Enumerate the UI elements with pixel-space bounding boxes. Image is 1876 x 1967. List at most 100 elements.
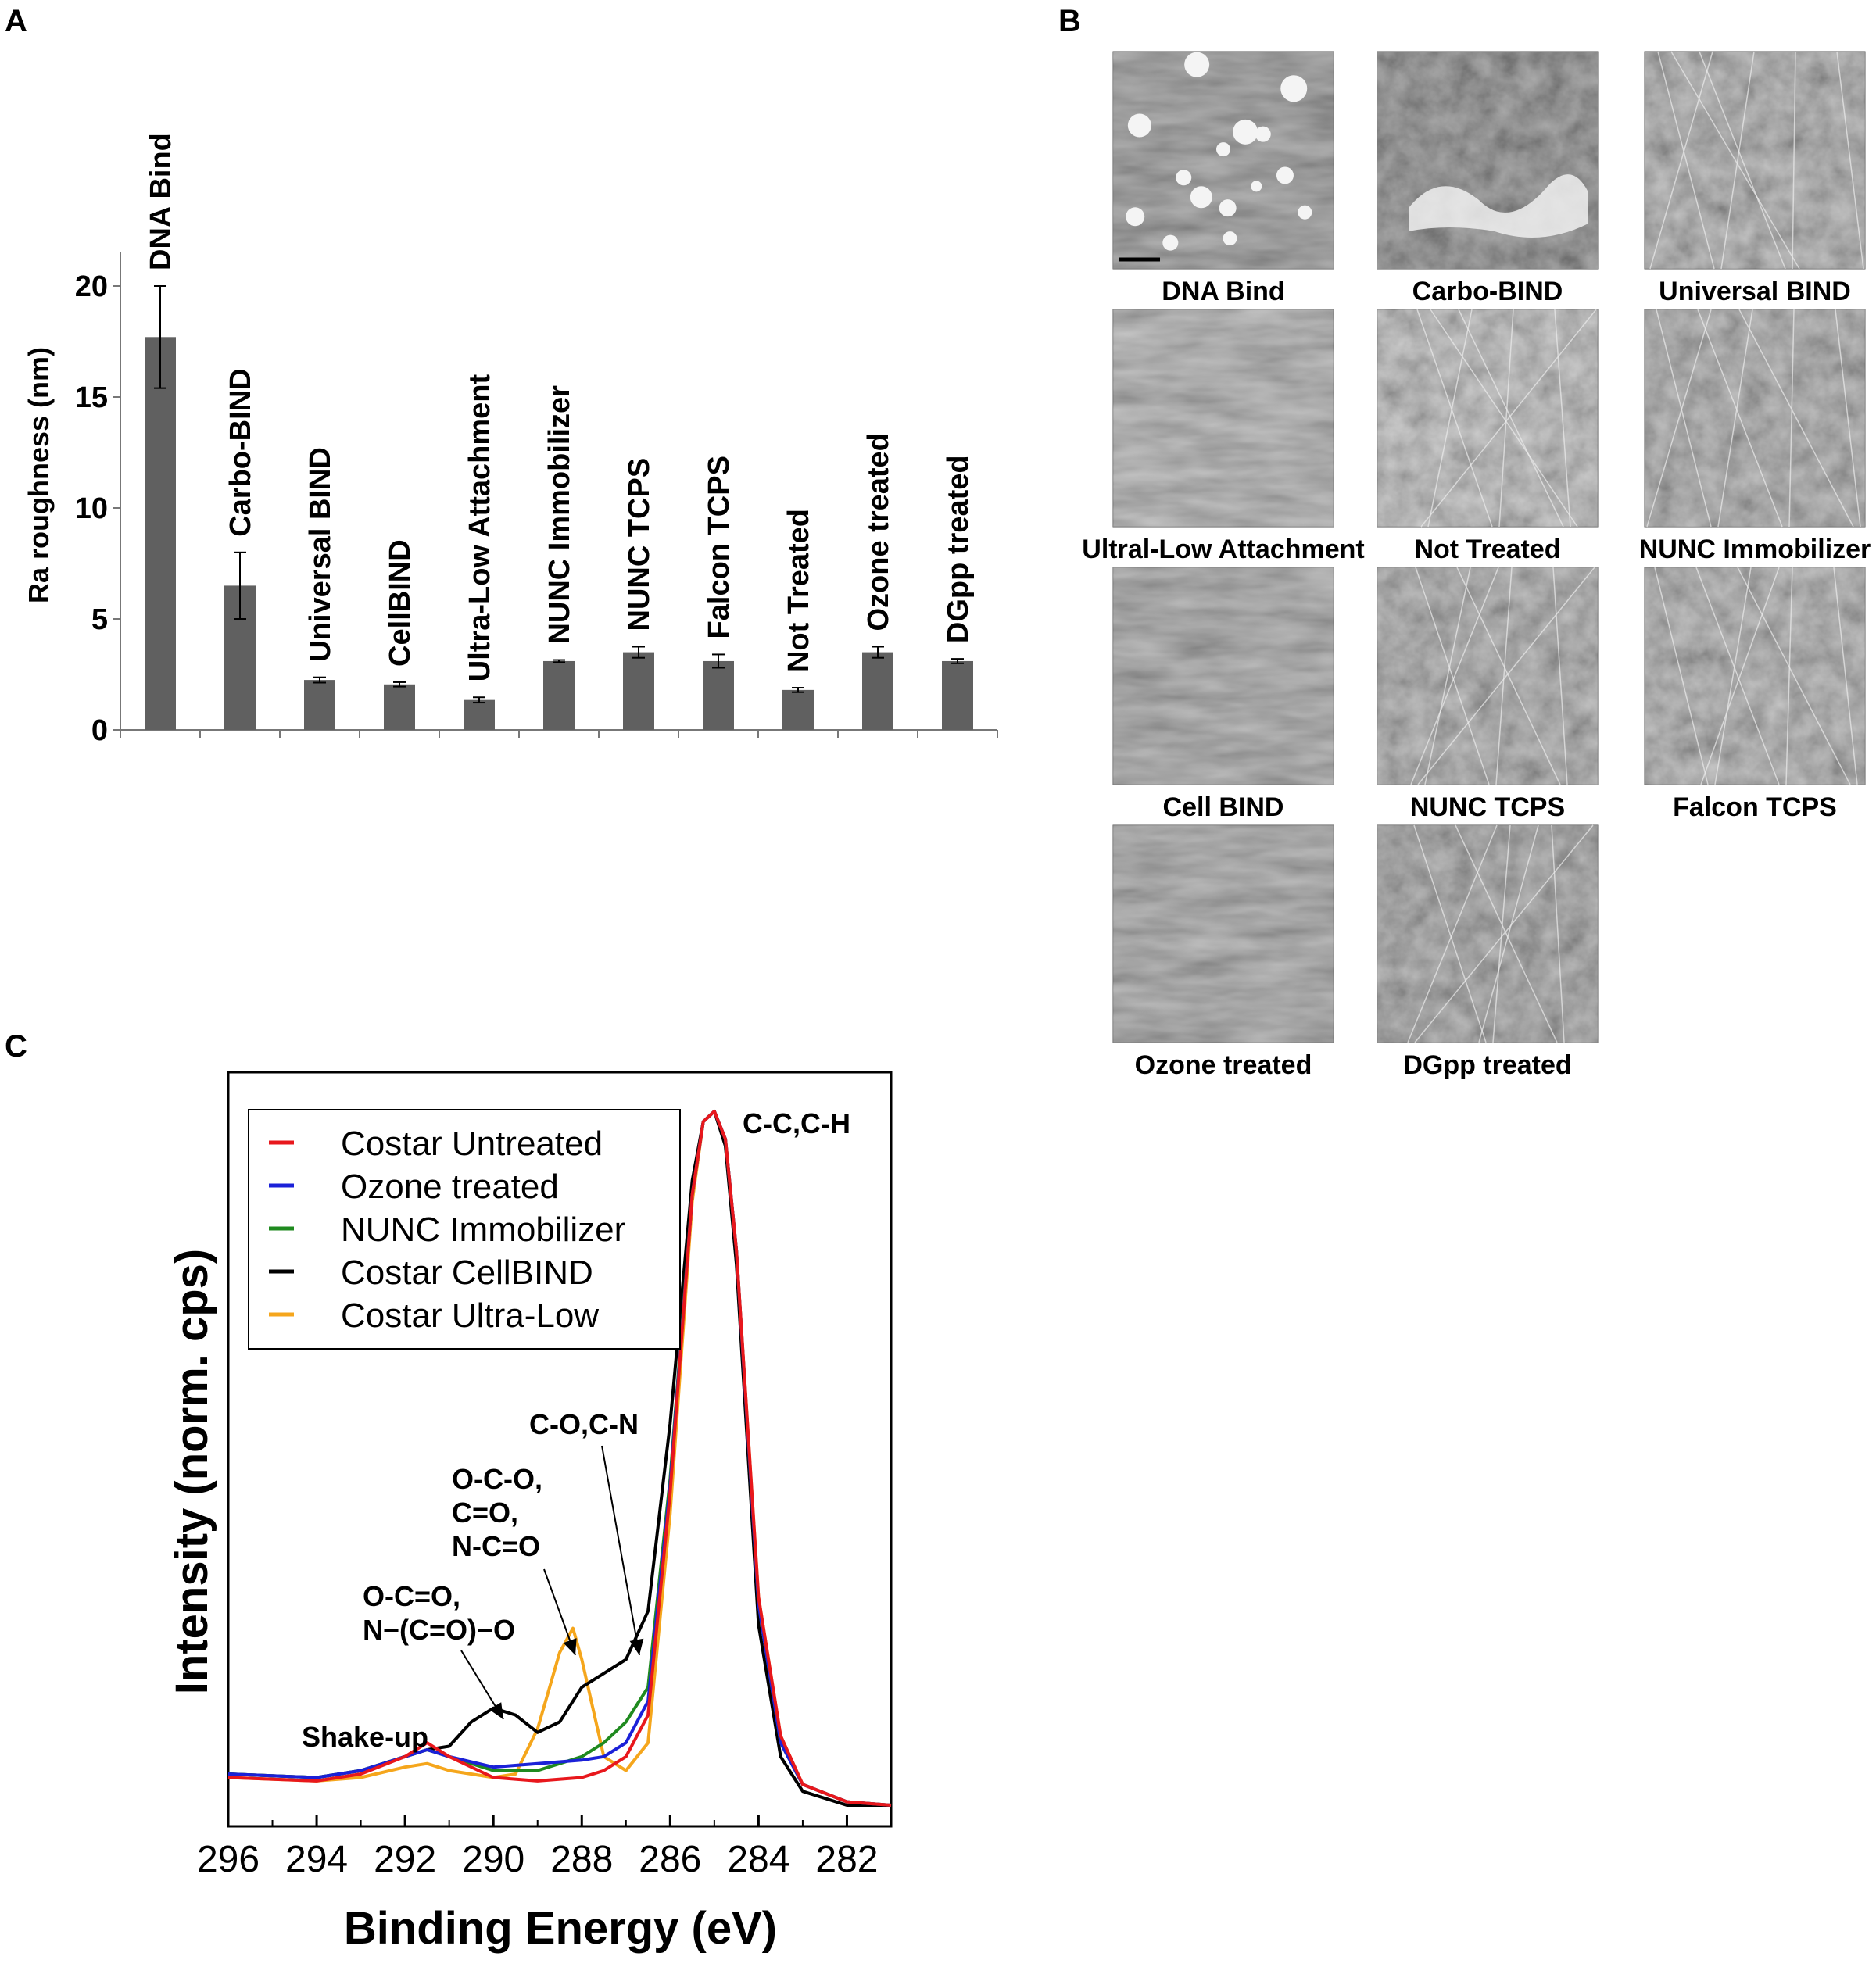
peak-annotation: C=O, [452, 1497, 518, 1529]
panel-label-a: A [5, 4, 27, 38]
micrograph-particle [1276, 166, 1294, 184]
plot-frame [227, 1071, 893, 1828]
micrograph-particle [1255, 126, 1271, 142]
bar-y-tick-label: 20 [75, 270, 108, 303]
micrograph-label: Ozone treated [1135, 1050, 1312, 1080]
micrograph-tile: Universal BIND [1644, 51, 1866, 306]
micrograph-particle [1126, 207, 1145, 227]
micrograph-scratch [1720, 51, 1755, 270]
micrograph-texture [1377, 52, 1598, 269]
micrograph-particle [1127, 113, 1151, 138]
micrograph-scratch [1407, 824, 1498, 1043]
micrograph-particle [1223, 231, 1237, 246]
micrograph-scratch [1478, 824, 1539, 1043]
micrograph-scratch [1410, 567, 1499, 785]
annotation-arrowhead [489, 1702, 503, 1719]
micrograph-scratch [1785, 567, 1793, 785]
micrograph-scratch [1458, 309, 1564, 528]
bar [942, 660, 973, 730]
micrograph-scratch [1700, 567, 1780, 785]
x-tick-label: 284 [727, 1839, 789, 1880]
peak-annotation: Shake-up [302, 1721, 428, 1753]
micrograph-scratch [1714, 567, 1752, 785]
bar-category-label: DNA Bind [145, 133, 177, 270]
micrograph-label: Ultral-Low Attachment [1082, 535, 1364, 564]
micrograph-scratch [1649, 51, 1713, 270]
bar-category-label: Universal BIND [304, 447, 337, 662]
micrograph-tile: Not Treated [1377, 309, 1599, 564]
micrograph-label: Universal BIND [1659, 277, 1851, 306]
annotation-arrowhead [563, 1638, 577, 1655]
micrograph-scratch [1417, 567, 1595, 785]
micrograph-tile: NUNC Immobilizer [1639, 309, 1871, 564]
bar-category-label: DGpp treated [942, 455, 975, 643]
peak-annotation: C-C,C-H [743, 1107, 850, 1139]
micrograph-scratch [1498, 309, 1514, 528]
afm-micrograph-grid: DNA Bind Carbo-BIND Universal BIND Ultral-L… [1082, 51, 1871, 1080]
micrograph-scratch [1836, 51, 1864, 270]
micrograph-scratch [1495, 567, 1513, 785]
micrograph-scratch [1427, 309, 1473, 528]
micrograph-scratch [1554, 309, 1571, 528]
micrograph-scratch [1552, 567, 1568, 785]
bar [862, 652, 893, 730]
peak-annotation: O-C=O, [363, 1580, 460, 1612]
panel-label-b: B [1058, 4, 1081, 38]
micrograph-texture [1113, 309, 1334, 527]
bar [304, 680, 335, 730]
bar-chart-y-axis-title: Ra roughness (nm) [23, 347, 55, 603]
micrograph-tile: DNA Bind [1112, 51, 1334, 306]
micrograph-particle [1251, 181, 1262, 192]
x-tick-label: 286 [639, 1839, 701, 1880]
bar [543, 660, 575, 730]
annotation-arrow [601, 1445, 640, 1656]
micrograph-tile: DGpp treated [1377, 824, 1599, 1080]
micrograph-scratch [1657, 51, 1715, 270]
series-line [227, 1110, 892, 1807]
x-tick-label: 294 [285, 1839, 348, 1880]
peak-annotation: C-O,C-N [529, 1408, 639, 1440]
micrograph-particle [1162, 234, 1179, 251]
micrograph-texture [1645, 52, 1865, 269]
micrograph-scratch [1835, 309, 1861, 528]
micrograph-scratch [1413, 824, 1487, 1043]
micrograph-texture [1113, 825, 1334, 1043]
bar-category-label: NUNC TCPS [623, 458, 656, 631]
micrograph-scratch [1695, 567, 1780, 785]
micrograph-label: Not Treated [1414, 535, 1560, 564]
micrograph-scratch [1420, 309, 1597, 528]
legend-label: Ozone treated [341, 1168, 559, 1206]
micrograph-particle [1219, 199, 1237, 217]
panel-label-c: C [5, 1029, 27, 1064]
micrograph-scratch [1415, 567, 1490, 785]
micrograph-label: Falcon TCPS [1673, 792, 1837, 822]
micrograph-particle [1298, 205, 1312, 220]
micrograph-scratch [1456, 567, 1561, 785]
bar-category-label: Ultra-Low Attachment [464, 374, 496, 682]
micrograph-texture [1645, 309, 1865, 527]
micrograph-tile: NUNC TCPS [1377, 567, 1599, 822]
micrograph-label: Cell BIND [1163, 792, 1284, 822]
micrograph-texture [1113, 567, 1334, 785]
micrograph-scratch [1414, 824, 1594, 1043]
micrograph-label: DGpp treated [1403, 1050, 1571, 1080]
micrograph-texture [1377, 567, 1598, 785]
bar [145, 337, 176, 730]
x-tick-label: 282 [815, 1839, 878, 1880]
legend-label: NUNC Immobilizer [341, 1211, 625, 1249]
micrograph-scratch [1424, 567, 1471, 785]
micrograph-tile: Falcon TCPS [1644, 567, 1866, 822]
bar-y-tick-label: 0 [91, 714, 108, 747]
micrograph-scratch [1430, 309, 1578, 528]
line-chart-x-axis-title: Binding Energy (eV) [344, 1903, 777, 1954]
micrograph-particle [1216, 142, 1230, 157]
micrograph-scratch [1656, 309, 1712, 528]
bar-y-tick-label: 15 [75, 381, 108, 414]
bar-category-label: NUNC Immobilizer [543, 385, 576, 645]
micrograph-label: Carbo-BIND [1412, 277, 1563, 306]
legend-label: Costar Untreated [341, 1125, 603, 1163]
legend-box [248, 1109, 681, 1350]
micrograph-texture [1377, 825, 1598, 1043]
micrograph-particle [1176, 170, 1192, 186]
